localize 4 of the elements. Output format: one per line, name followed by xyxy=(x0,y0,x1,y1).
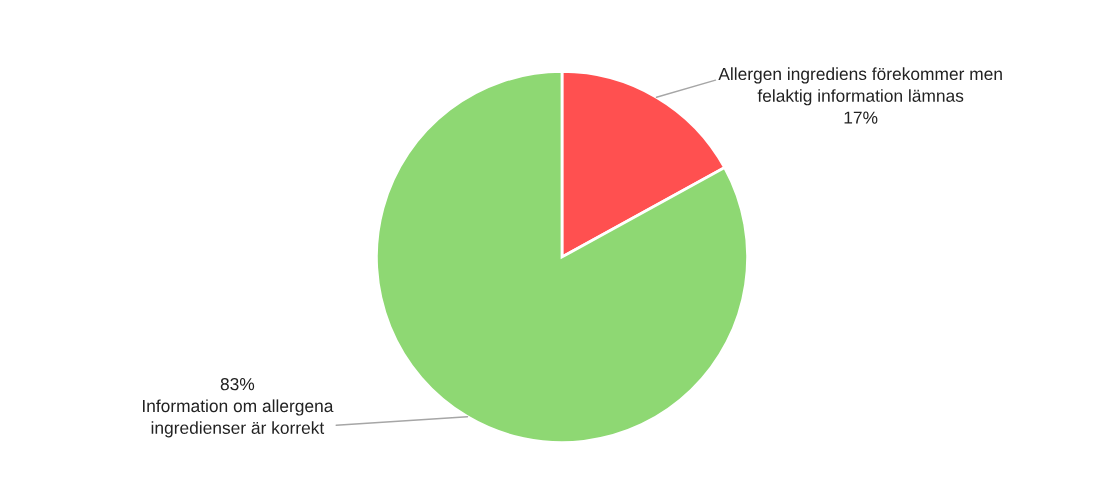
data-label: 83% xyxy=(220,377,255,391)
data-label: 17% xyxy=(844,111,878,124)
slice-label: Allergen ingrediens förekommer men felaktig information lämnas xyxy=(718,67,1002,106)
slice-label: Information om allergena ingredienser är korrekt xyxy=(142,399,334,438)
